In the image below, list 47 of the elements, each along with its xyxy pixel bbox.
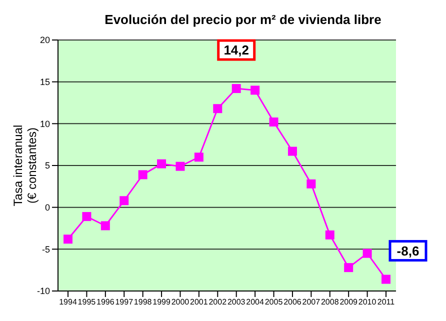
y-tick-label: 15 [40,77,50,88]
y-tick-label: 5 [44,160,50,171]
x-tick-label: 2011 [377,298,396,307]
point [120,196,129,206]
point [82,212,92,222]
x-tick-label: 1997 [115,298,134,307]
point [176,162,185,171]
point [250,86,260,95]
x-tick-label: 1996 [96,298,115,307]
x-tick-label: 2000 [171,298,190,307]
annotation: 14,2 [224,42,250,58]
x-tick-label: 2001 [190,298,208,307]
point [194,152,204,162]
x-tick-label: 2010 [358,298,377,307]
point [344,263,354,272]
point [213,104,222,114]
x-tick-label: 1994 [59,298,78,307]
x-tick-label: 2005 [264,298,284,307]
point [362,248,372,258]
x-tick-label: 1998 [134,298,152,307]
point [288,146,297,156]
x-tick-label: 2007 [302,298,321,307]
x-tick-label: 2004 [246,298,265,307]
x-tick-label: 2009 [340,298,358,307]
point [64,234,72,244]
x-tick-label: 1995 [78,298,96,307]
point [269,117,278,126]
x-tick-label: 2006 [284,298,302,307]
x-tick-label: 1999 [152,298,171,307]
point [306,179,316,188]
point [138,170,148,180]
y-axis-title: Tasa interanual (€ constantes) [11,124,39,206]
x-tick-label: 2003 [227,298,246,307]
point [100,221,110,230]
y-tick-label: -5 [42,244,50,254]
point [325,230,334,240]
x-tick-label: 2008 [320,298,340,307]
point [232,84,241,94]
annotation: -8,6 [396,243,420,258]
y-tick-label: 10 [40,118,50,129]
y-tick-label: 20 [40,35,50,46]
y-tick-label: 0 [44,202,50,213]
chart-title: Evolución del precio por m² de vivienda libre [104,11,382,29]
x-tick-label: 2002 [208,298,228,307]
point [157,159,166,168]
point [382,274,390,284]
y-tick-label: -10 [36,286,50,296]
